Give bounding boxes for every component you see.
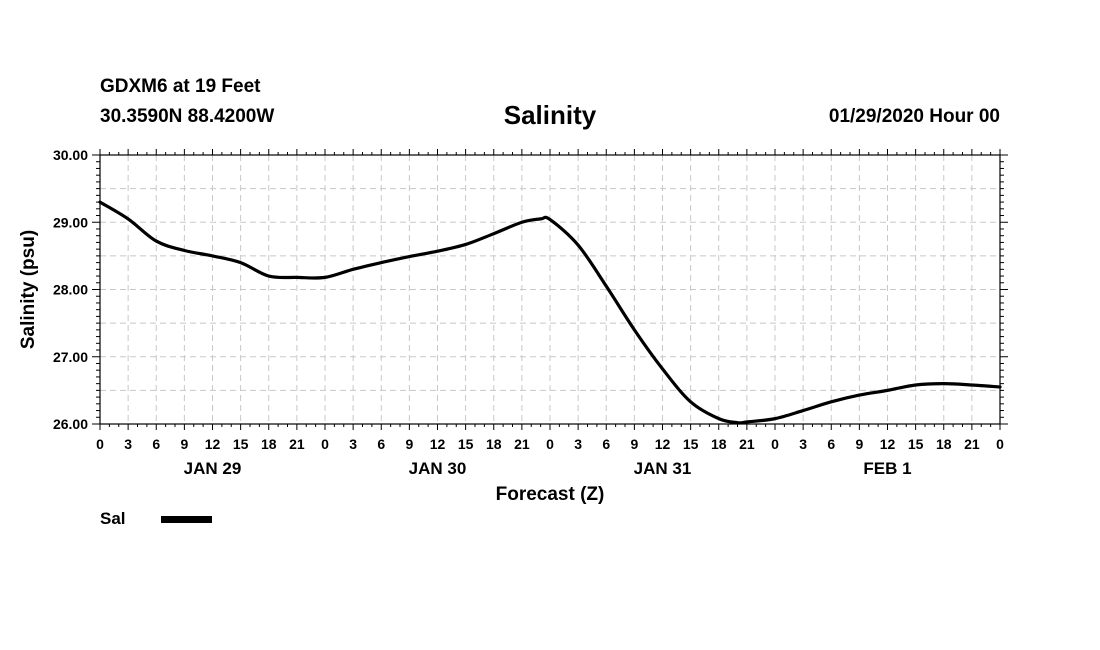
forecast-datetime: 01/29/2020 Hour 00 (828, 106, 1000, 127)
x-tick-label: 12 (880, 436, 896, 452)
chart-title: Salinity (503, 100, 597, 130)
legend-label: Sal (100, 509, 126, 528)
x-tick-label: 21 (289, 436, 305, 452)
x-tick-label: 0 (771, 436, 779, 452)
x-tick-label: 3 (349, 436, 357, 452)
x-tick-label: 0 (321, 436, 329, 452)
x-tick-label: 21 (514, 436, 530, 452)
x-tick-label: 21 (739, 436, 755, 452)
x-tick-label: 15 (233, 436, 249, 452)
y-tick-label: 28.00 (53, 282, 88, 298)
day-label: JAN 30 (409, 459, 467, 478)
x-tick-label: 15 (908, 436, 924, 452)
x-tick-label: 18 (936, 436, 952, 452)
x-tick-label: 9 (855, 436, 863, 452)
series-line-sal (98, 200, 1002, 425)
x-tick-label: 0 (96, 436, 104, 452)
station-label: GDXM6 at 19 Feet (100, 76, 261, 97)
plot-frame (99, 154, 1001, 425)
x-tick-label: 12 (205, 436, 221, 452)
day-label: JAN 29 (184, 459, 242, 478)
x-tick-label: 0 (996, 436, 1004, 452)
x-tick-label: 12 (430, 436, 446, 452)
y-tick-label: 30.00 (53, 147, 88, 163)
x-tick-label: 0 (546, 436, 554, 452)
y-axis-label: Salinity (psu) (18, 230, 39, 349)
x-tick-label: 18 (711, 436, 727, 452)
x-tick-label: 6 (827, 436, 835, 452)
x-tick-label: 18 (261, 436, 277, 452)
x-tick-label: 6 (152, 436, 160, 452)
day-label: JAN 31 (634, 459, 692, 478)
x-tick-label: 21 (964, 436, 980, 452)
day-label: FEB 1 (863, 459, 911, 478)
x-tick-label: 9 (630, 436, 638, 452)
x-tick-label: 15 (683, 436, 699, 452)
x-axis-label: Forecast (Z) (496, 484, 605, 505)
x-tick-label: 9 (180, 436, 188, 452)
x-tick-label: 6 (377, 436, 385, 452)
x-tick-label: 12 (655, 436, 671, 452)
y-tick-label: 27.00 (53, 349, 88, 365)
x-tick-label: 3 (124, 436, 132, 452)
coordinates-label: 30.3590N 88.4200W (100, 106, 275, 127)
x-tick-label: 15 (458, 436, 474, 452)
legend-swatch (161, 516, 212, 523)
x-tick-label: 3 (799, 436, 807, 452)
x-tick-label: 9 (405, 436, 413, 452)
x-tick-label: 6 (602, 436, 610, 452)
y-tick-label: 26.00 (53, 416, 88, 432)
y-tick-label: 29.00 (53, 214, 88, 230)
x-tick-label: 18 (486, 436, 502, 452)
x-tick-label: 3 (574, 436, 582, 452)
